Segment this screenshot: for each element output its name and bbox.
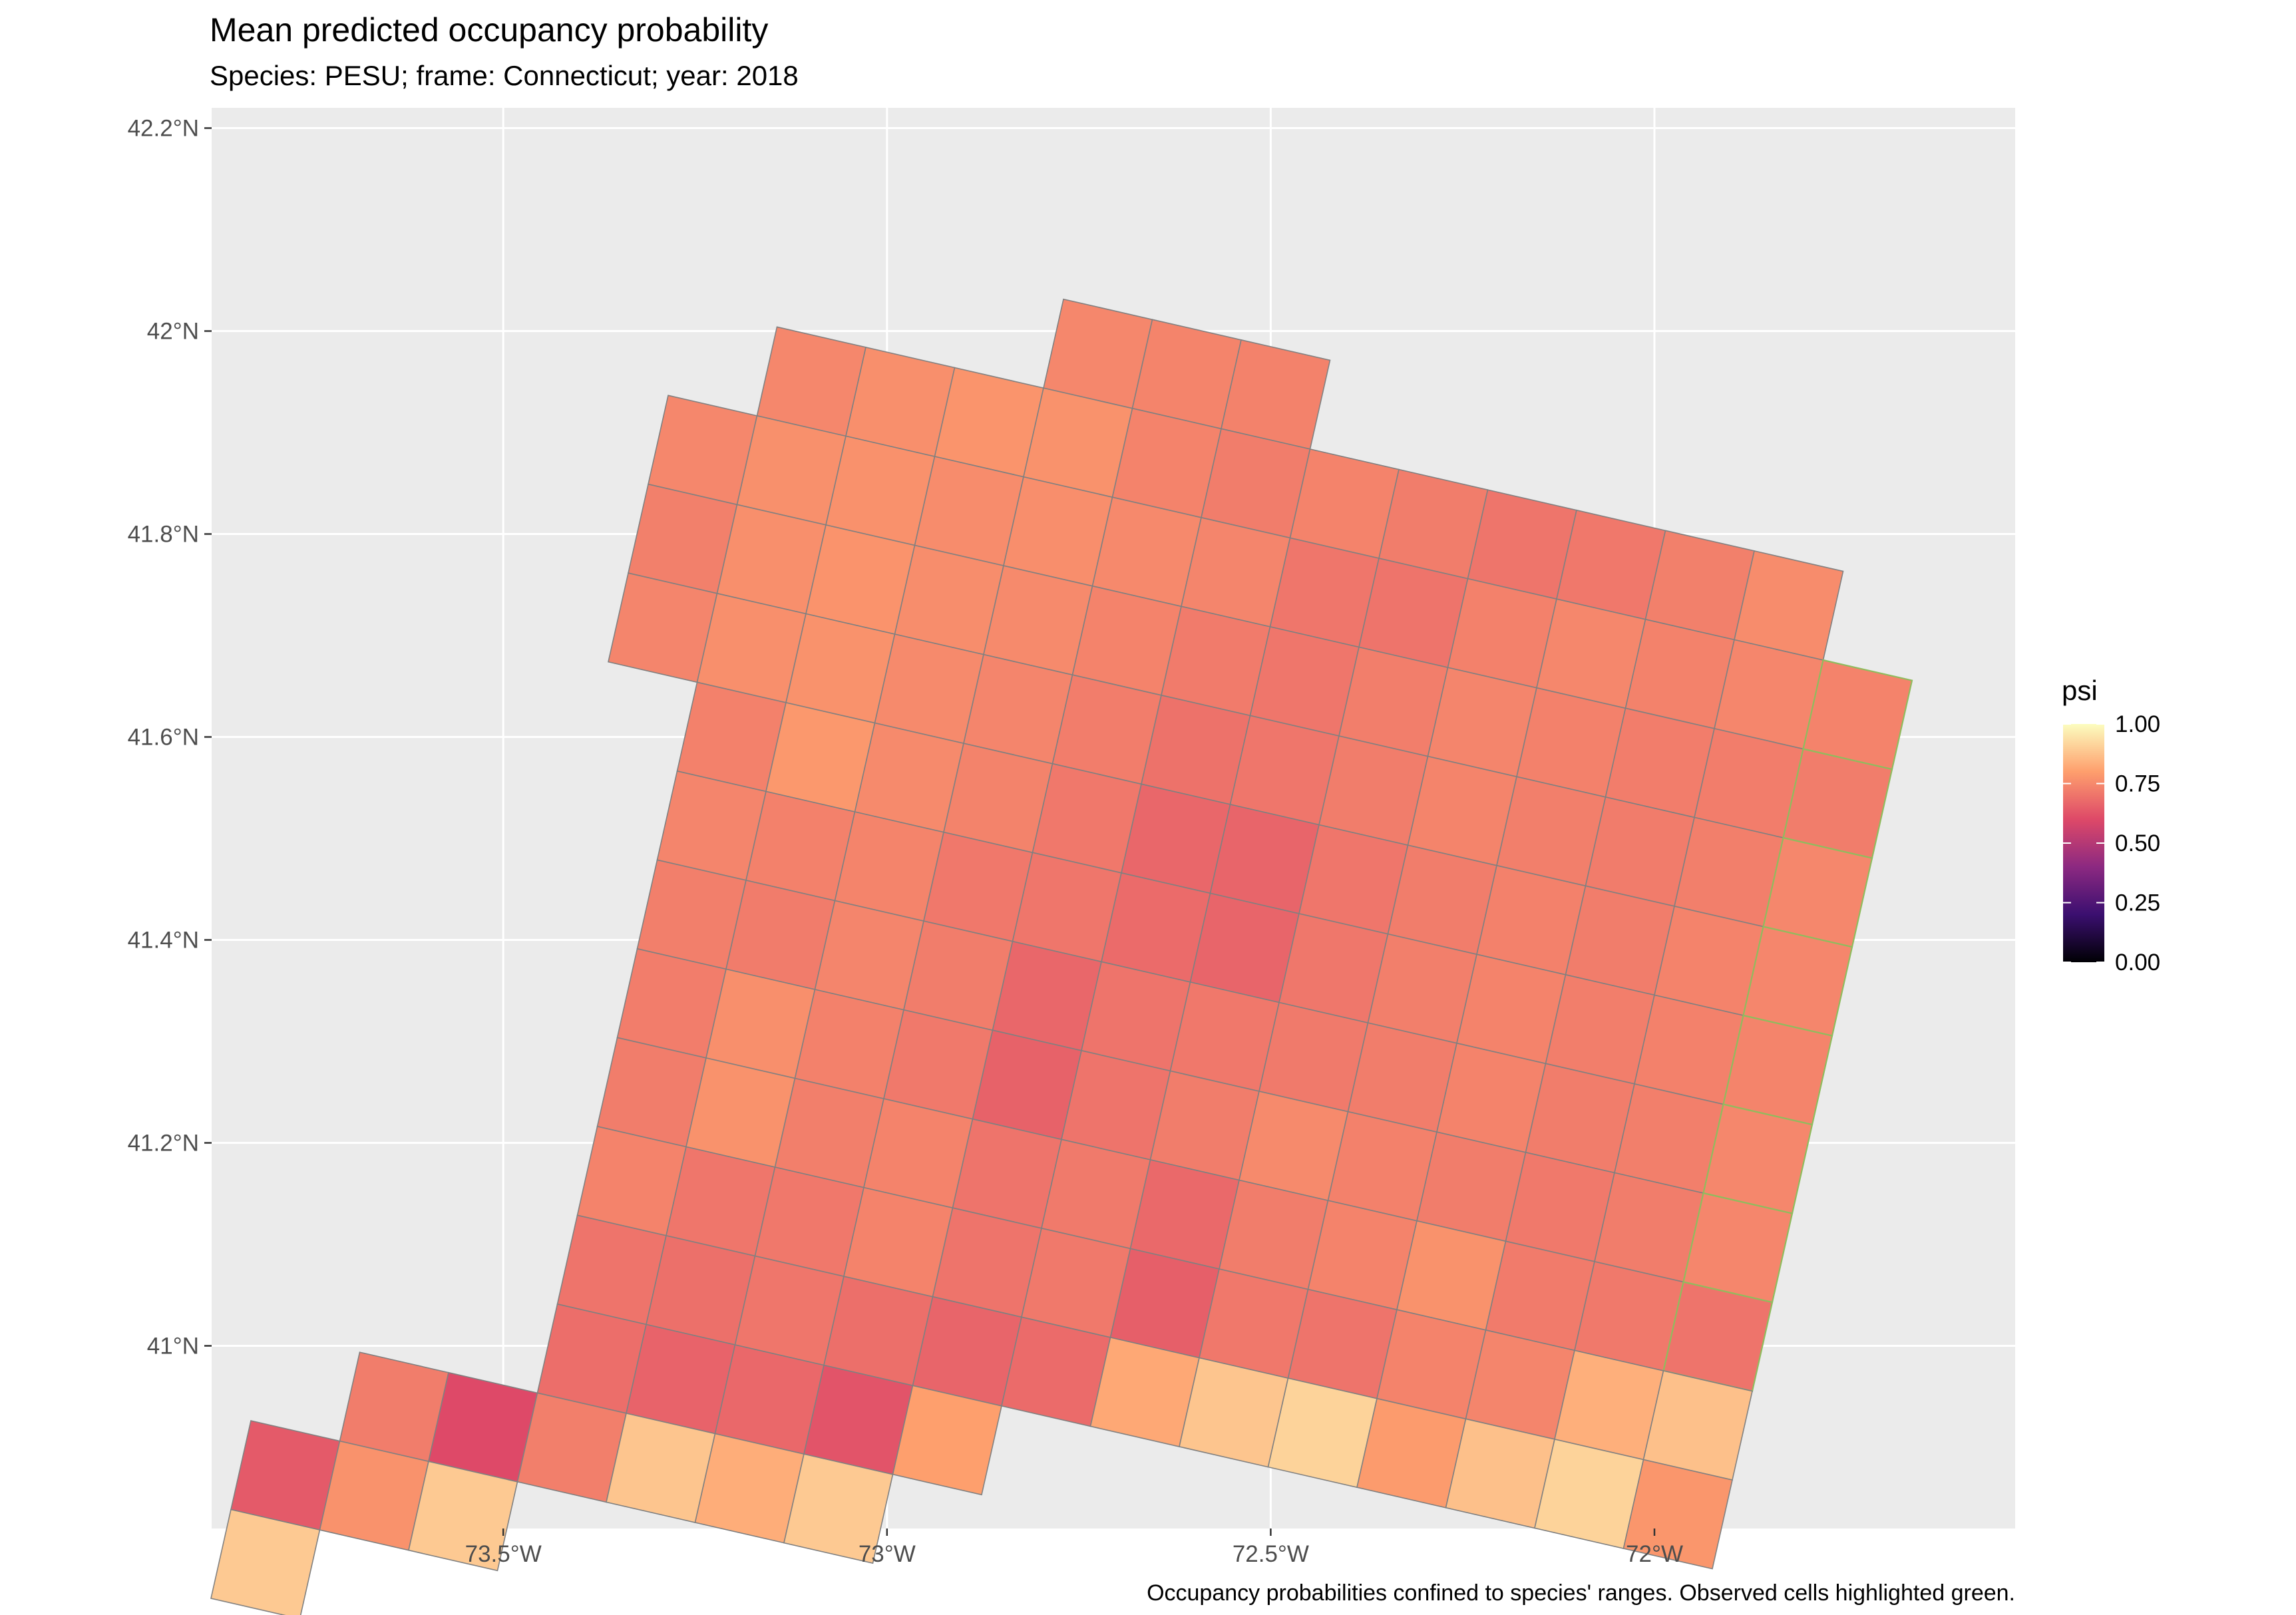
y-tick-label: 41.8°N — [128, 522, 199, 548]
y-tick-label: 42°N — [147, 319, 199, 345]
chart-subtitle: Species: PESU; frame: Connecticut; year:… — [210, 60, 799, 91]
legend-tick-label: 1.00 — [2115, 711, 2160, 737]
y-tick-label: 41.6°N — [128, 725, 199, 751]
x-tick-label: 72.5°W — [1233, 1541, 1309, 1567]
legend-tick-label: 0.75 — [2115, 771, 2160, 797]
legend-tick-label: 0.50 — [2115, 830, 2160, 856]
legend-tick-label: 0.25 — [2115, 890, 2160, 916]
chart-title: Mean predicted occupancy probability — [210, 11, 768, 49]
occupancy-cell — [1623, 1459, 1733, 1570]
y-tick-label: 42.2°N — [128, 116, 199, 142]
legend-tick-label: 0.00 — [2115, 950, 2160, 976]
x-tick-label: 72°W — [1626, 1541, 1683, 1567]
x-axis: 73.5°W 73°W 72.5°W 72°W — [465, 1528, 1683, 1567]
occupancy-cells — [210, 298, 1913, 1615]
chart-caption: Occupancy probabilities confined to spec… — [1147, 1580, 2015, 1606]
y-tick-label: 41°N — [147, 1334, 199, 1359]
x-tick-label: 73.5°W — [465, 1541, 542, 1567]
y-tick-label: 41.2°N — [128, 1131, 199, 1157]
occupancy-cell — [783, 1453, 894, 1564]
y-tick-label: 41.4°N — [128, 928, 199, 954]
occupancy-cell — [408, 1461, 518, 1572]
legend: psi 1.00 0.75 0.50 0.25 0.00 — [2062, 675, 2160, 976]
legend-ticks: 1.00 0.75 0.50 0.25 0.00 — [2063, 711, 2160, 976]
x-tick-label: 73°W — [859, 1541, 916, 1567]
legend-title: psi — [2062, 675, 2098, 706]
occupancy-cell — [892, 1385, 1002, 1496]
occupancy-cell — [210, 1509, 321, 1615]
y-axis: 42.2°N 42°N 41.8°N 41.6°N 41.4°N 41.2°N 41°N — [128, 116, 212, 1359]
